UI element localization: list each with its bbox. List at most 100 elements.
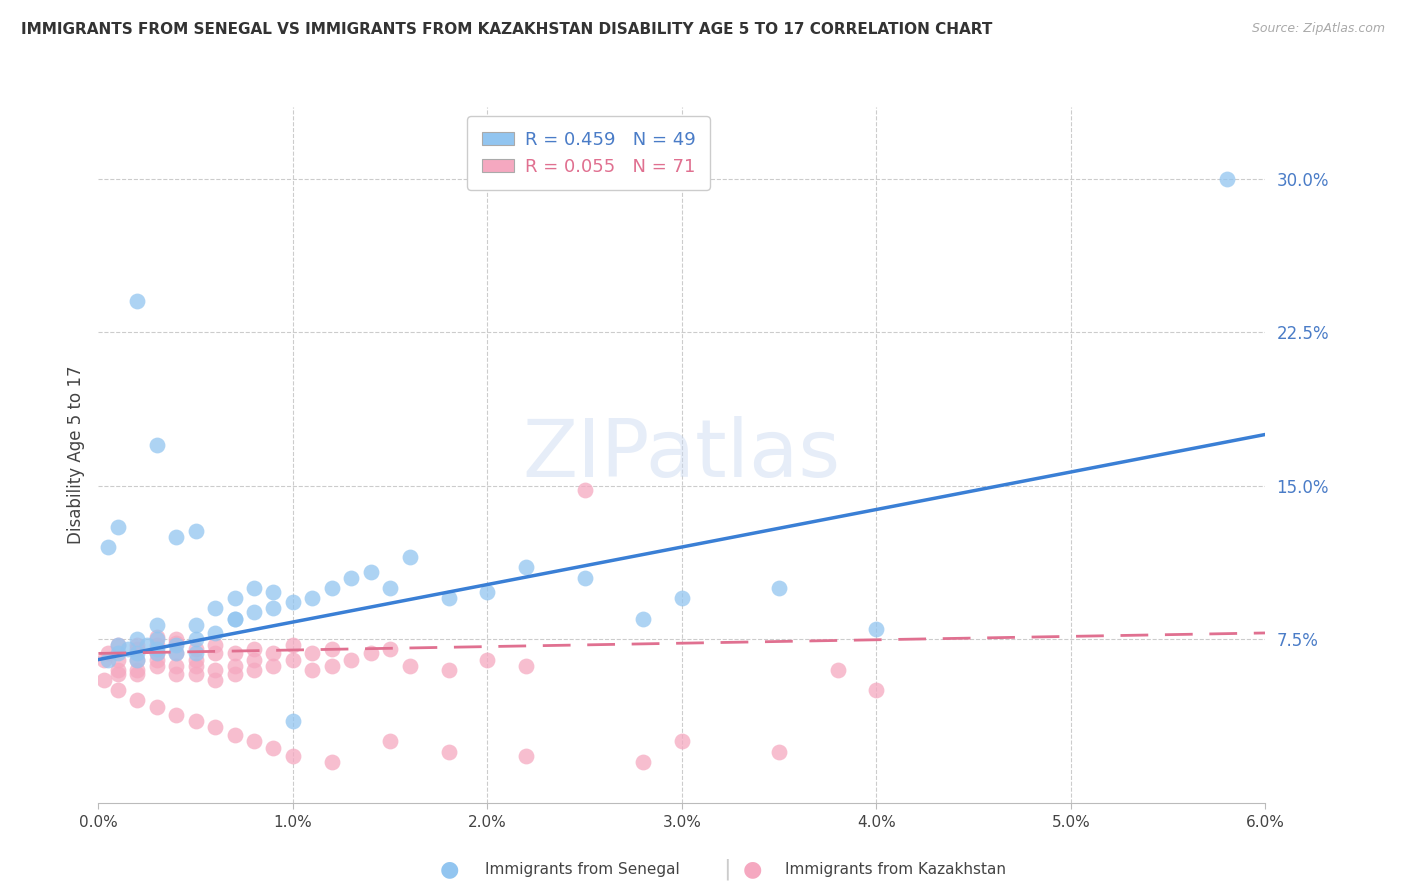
Point bbox=[107, 519, 129, 533]
Point bbox=[127, 666, 149, 681]
Point bbox=[97, 647, 120, 661]
Legend: R = 0.459   N = 49, R = 0.055   N = 71: R = 0.459 N = 49, R = 0.055 N = 71 bbox=[467, 116, 710, 190]
Point bbox=[477, 652, 499, 666]
Text: Source: ZipAtlas.com: Source: ZipAtlas.com bbox=[1251, 22, 1385, 36]
Point bbox=[262, 585, 284, 599]
Point bbox=[165, 666, 187, 681]
Point bbox=[184, 632, 207, 646]
Point bbox=[515, 748, 537, 763]
Point bbox=[1215, 171, 1237, 186]
Point bbox=[437, 745, 460, 759]
Point bbox=[146, 652, 169, 666]
Point bbox=[146, 658, 169, 673]
Point bbox=[107, 652, 129, 666]
Point bbox=[243, 734, 266, 748]
Point bbox=[146, 630, 169, 644]
Point bbox=[127, 663, 149, 677]
Point bbox=[574, 483, 596, 497]
Point bbox=[301, 647, 323, 661]
Point bbox=[127, 642, 149, 657]
Point bbox=[281, 652, 304, 666]
Point bbox=[301, 591, 323, 606]
Point bbox=[262, 740, 284, 755]
Text: IMMIGRANTS FROM SENEGAL VS IMMIGRANTS FROM KAZAKHSTAN DISABILITY AGE 5 TO 17 COR: IMMIGRANTS FROM SENEGAL VS IMMIGRANTS FR… bbox=[21, 22, 993, 37]
Point bbox=[243, 652, 266, 666]
Point bbox=[477, 585, 499, 599]
Point bbox=[398, 550, 420, 565]
Point bbox=[204, 601, 226, 615]
Point bbox=[243, 581, 266, 595]
Point bbox=[671, 734, 693, 748]
Text: |: | bbox=[723, 859, 731, 880]
Point bbox=[107, 638, 129, 652]
Point bbox=[224, 666, 246, 681]
Point bbox=[360, 565, 382, 579]
Point bbox=[165, 647, 187, 661]
Point bbox=[262, 601, 284, 615]
Point bbox=[378, 734, 402, 748]
Point bbox=[224, 658, 246, 673]
Point bbox=[204, 647, 226, 661]
Point bbox=[107, 663, 129, 677]
Point bbox=[631, 612, 654, 626]
Point bbox=[127, 638, 149, 652]
Point bbox=[262, 658, 284, 673]
Point bbox=[224, 612, 246, 626]
Point bbox=[204, 626, 226, 640]
Point bbox=[204, 638, 226, 652]
Point bbox=[184, 642, 207, 657]
Point bbox=[146, 699, 169, 714]
Point bbox=[127, 632, 149, 646]
Point bbox=[281, 714, 304, 728]
Point bbox=[107, 647, 129, 661]
Point bbox=[184, 714, 207, 728]
Text: ●: ● bbox=[742, 860, 762, 880]
Point bbox=[340, 652, 363, 666]
Point bbox=[127, 647, 149, 661]
Point bbox=[184, 658, 207, 673]
Point bbox=[165, 658, 187, 673]
Point bbox=[146, 617, 169, 632]
Point bbox=[281, 595, 304, 609]
Point bbox=[117, 642, 139, 657]
Point bbox=[165, 632, 187, 646]
Point bbox=[398, 658, 420, 673]
Point bbox=[515, 560, 537, 574]
Text: Immigrants from Kazakhstan: Immigrants from Kazakhstan bbox=[785, 863, 1005, 877]
Point bbox=[184, 652, 207, 666]
Point bbox=[827, 663, 849, 677]
Point bbox=[204, 720, 226, 734]
Point bbox=[127, 652, 149, 666]
Text: ●: ● bbox=[440, 860, 460, 880]
Point bbox=[107, 638, 129, 652]
Point bbox=[262, 647, 284, 661]
Point bbox=[184, 647, 207, 661]
Point bbox=[574, 571, 596, 585]
Point bbox=[321, 642, 343, 657]
Point bbox=[165, 707, 187, 722]
Point bbox=[165, 647, 187, 661]
Point bbox=[146, 638, 169, 652]
Point bbox=[136, 638, 159, 652]
Point bbox=[107, 666, 129, 681]
Point bbox=[184, 524, 207, 538]
Point bbox=[437, 663, 460, 677]
Point bbox=[768, 745, 790, 759]
Point bbox=[146, 647, 169, 661]
Point bbox=[224, 591, 246, 606]
Point bbox=[97, 652, 120, 666]
Point bbox=[127, 693, 149, 707]
Point bbox=[243, 663, 266, 677]
Point bbox=[515, 658, 537, 673]
Point bbox=[224, 647, 246, 661]
Point bbox=[97, 540, 120, 554]
Point bbox=[165, 530, 187, 544]
Y-axis label: Disability Age 5 to 17: Disability Age 5 to 17 bbox=[66, 366, 84, 544]
Point bbox=[243, 606, 266, 620]
Point bbox=[107, 683, 129, 698]
Point bbox=[184, 666, 207, 681]
Point bbox=[146, 632, 169, 646]
Point bbox=[165, 636, 187, 650]
Point bbox=[224, 728, 246, 742]
Text: Immigrants from Senegal: Immigrants from Senegal bbox=[485, 863, 681, 877]
